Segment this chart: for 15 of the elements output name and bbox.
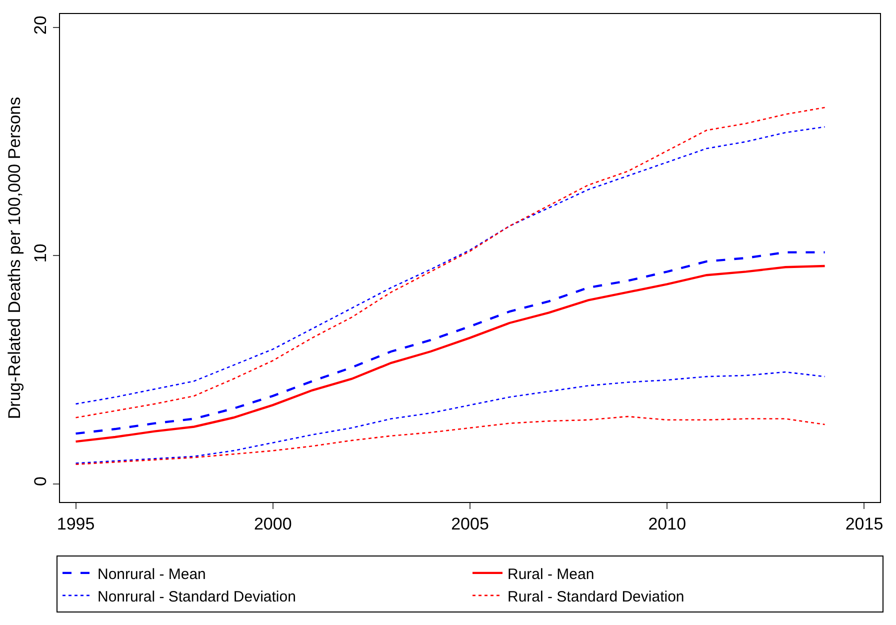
- line-series: [75, 416, 826, 466]
- y-tick-label: 10: [31, 244, 50, 263]
- y-tick-label: 0: [31, 476, 50, 486]
- y-axis-title: Drug-Related Deaths per 100,000 Persons: [4, 96, 24, 420]
- legend-label: Rural - Standard Deviation: [508, 588, 684, 606]
- x-tick-label: 2015: [845, 514, 884, 534]
- x-tick-label: 1995: [56, 514, 95, 534]
- x-tick-label: 2005: [451, 514, 489, 534]
- y-tick-label: 20: [31, 16, 50, 35]
- line-series: [75, 371, 826, 464]
- legend-label: Rural - Mean: [508, 566, 594, 583]
- x-tick-label: 2010: [648, 514, 686, 534]
- x-tick-label: 2000: [254, 514, 292, 534]
- legend-label: Nonrural - Standard Deviation: [98, 588, 296, 606]
- legend-label: Nonrural - Mean: [98, 566, 206, 583]
